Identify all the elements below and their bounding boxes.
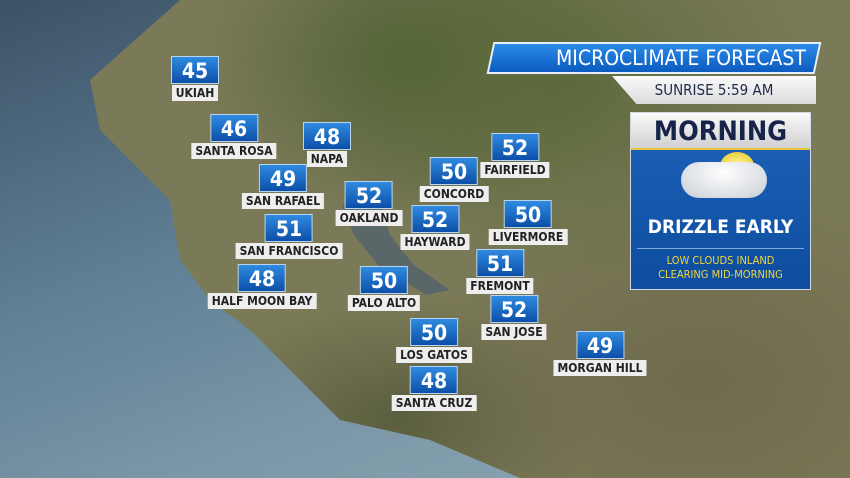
city-marker-morgan-hill: 49 MORGAN HILL [553,331,647,376]
city-name: HAYWARD [400,234,470,250]
temperature: 51 [265,214,313,242]
city-marker-fairfield: 52 FAIRFIELD [480,133,550,178]
temperature: 45 [171,56,219,84]
city-name: HALF MOON BAY [207,293,317,309]
city-name: SAN RAFAEL [241,193,325,209]
condition-details: LOW CLOUDS INLAND CLEARING MID-MORNING [631,254,810,282]
city-marker-san-jose: 52 SAN JOSE [481,295,547,340]
city-name: MORGAN HILL [553,360,647,376]
temperature: 49 [258,164,307,192]
city-name: OAKLAND [335,210,403,226]
city-marker-livermore: 50 LIVERMORE [488,200,568,245]
temperature: 52 [345,181,393,209]
detail-line: CLEARING MID-MORNING [658,268,783,281]
city-marker-oakland: 52 OAKLAND [335,181,403,226]
city-marker-napa: 48 NAPA [303,122,351,167]
city-marker-santa-cruz: 48 SANTA CRUZ [391,366,477,411]
forecast-title-text: MICROCLIMATE FORECAST [556,46,806,70]
divider [637,248,804,249]
city-name: FREMONT [466,278,534,294]
city-name: SAN FRANCISCO [235,243,343,259]
city-name: SAN JOSE [481,324,547,340]
city-name: PALO ALTO [347,295,421,311]
condition-text: DRIZZLE EARLY [647,216,794,238]
city-name: NAPA [306,151,348,167]
city-name: LOS GATOS [396,347,472,363]
temperature: 52 [489,295,538,323]
temperature: 46 [210,114,258,142]
temperature: 48 [303,122,351,150]
temperature: 50 [409,318,458,346]
temperature: 48 [237,264,286,292]
city-marker-santa-rosa: 46 SANTA ROSA [191,114,277,159]
cloud-icon [681,162,767,198]
city-name: CONCORD [419,186,489,202]
temperature: 49 [576,331,624,359]
temperature: 50 [504,200,552,228]
temperature: 48 [409,366,458,394]
city-marker-los-gatos: 50 LOS GATOS [396,318,472,363]
period-label: MORNING [631,113,810,150]
city-name: FAIRFIELD [480,162,550,178]
city-marker-concord: 50 CONCORD [419,157,489,202]
city-name: UKIAH [171,85,219,101]
city-marker-san-francisco: 51 SAN FRANCISCO [235,214,343,259]
city-marker-half-moon-bay: 48 HALF MOON BAY [207,264,317,309]
city-marker-palo-alto: 50 PALO ALTO [347,266,421,311]
city-name: LIVERMORE [488,229,568,245]
sunrise-time: SUNRISE 5:59 AM [612,76,816,104]
city-marker-ukiah: 45 UKIAH [171,56,219,101]
temperature: 50 [360,266,408,294]
city-name: SANTA CRUZ [391,395,477,411]
temperature: 50 [429,157,478,185]
detail-line: LOW CLOUDS INLAND [666,254,775,267]
temperature: 52 [410,205,459,233]
forecast-panel-body: DRIZZLE EARLY LOW CLOUDS INLAND CLEARING… [631,150,810,289]
city-marker-hayward: 52 HAYWARD [400,205,470,250]
city-marker-fremont: 51 FREMONT [466,249,534,294]
temperature: 52 [490,133,539,161]
city-marker-san-rafael: 49 SAN RAFAEL [241,164,325,209]
temperature: 51 [475,249,524,277]
city-name: SANTA ROSA [191,143,277,159]
forecast-title: MICROCLIMATE FORECAST [486,42,822,74]
forecast-panel: MORNING DRIZZLE EARLY LOW CLOUDS INLAND … [630,112,811,290]
